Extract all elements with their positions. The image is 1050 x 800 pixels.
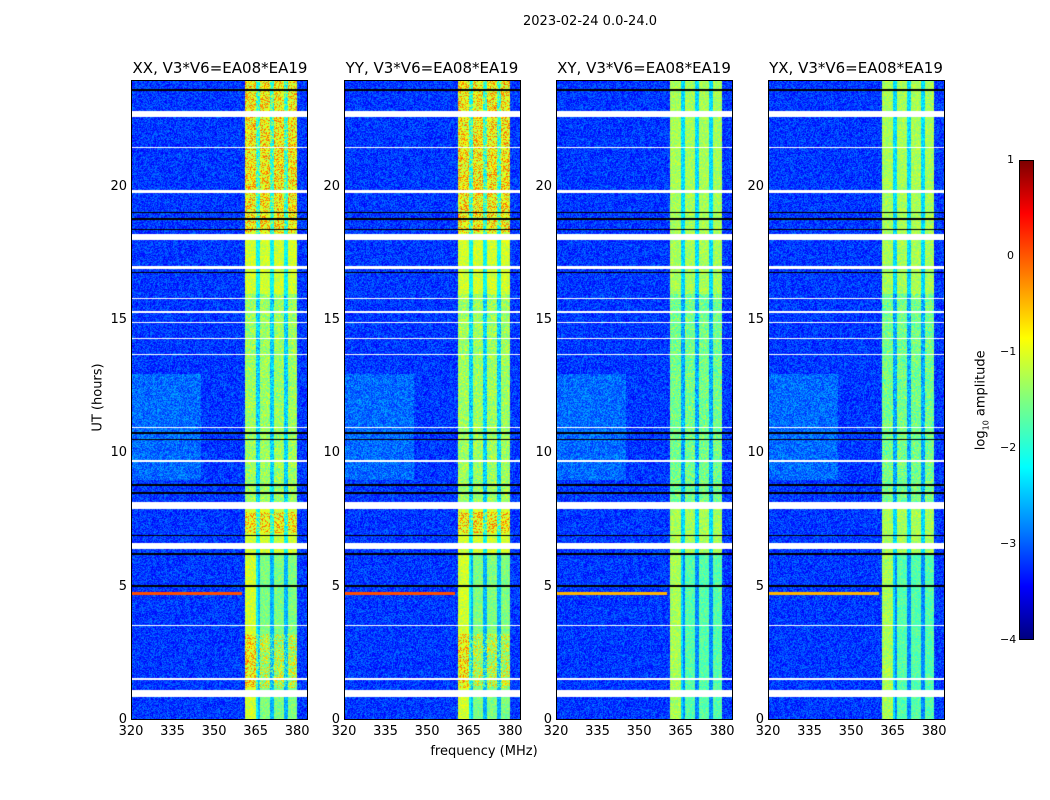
x-tick-label: 335 [585,724,610,739]
y-tick-label: 10 [323,445,340,461]
y-tick-label: 10 [535,445,552,461]
heatmap-panel-yy [344,80,521,720]
y-tick-label: 0 [755,712,764,727]
y-tick-label: 15 [747,311,764,327]
y-tick-label: 0 [331,712,340,727]
x-tick-label: 380 [284,724,310,739]
colorbar-label: log10 amplitude [973,350,991,451]
colorbar-tick: −4 [1000,633,1017,646]
heatmap-yy [345,81,520,719]
y-tick-label: 20 [535,178,552,194]
y-tick-label: 15 [535,311,552,327]
panel-title-xy: XY, V3*V6=EA08*EA19 [557,59,731,77]
panel-title-xx: XX, V3*V6=EA08*EA19 [132,59,308,77]
x-tick-label: 335 [797,724,822,739]
x-tick-label: 320 [755,724,781,739]
x-tick-label: 350 [414,724,440,739]
x-tick-label: 380 [709,724,735,739]
y-tick-label: 5 [118,578,127,594]
y-tick-label: 20 [323,178,340,194]
x-axis-label: frequency (MHz) [430,744,538,759]
x-tick-label: 320 [331,724,357,739]
heatmap-panel-xy [556,80,733,720]
x-tick-label: 335 [160,724,185,739]
x-tick-label: 335 [373,724,398,739]
panel-title-yy: YY, V3*V6=EA08*EA19 [345,59,519,77]
x-tick-label: 350 [626,724,652,739]
x-tick-label: 365 [668,724,694,739]
heatmap-yx [769,81,944,719]
y-axis-label: UT (hours) [90,363,106,432]
y-tick-label: 0 [543,712,552,727]
y-tick-label: 0 [118,712,127,727]
x-tick-label: 365 [880,724,906,739]
x-tick-label: 380 [497,724,523,739]
x-tick-label: 365 [243,724,269,739]
heatmap-xy [557,81,732,719]
y-tick-label: 20 [110,178,127,194]
panel-title-yx: YX, V3*V6=EA08*EA19 [769,59,943,77]
x-tick-label: 365 [456,724,482,739]
heatmap-panel-yx [768,80,945,720]
y-tick-label: 20 [747,178,764,194]
x-tick-label: 380 [921,724,947,739]
colorbar-tick: 1 [1007,153,1014,166]
y-tick-label: 5 [331,578,340,594]
y-tick-label: 5 [755,578,764,594]
x-tick-label: 350 [201,724,227,739]
colorbar-tick: 0 [1007,249,1014,262]
y-tick-label: 15 [110,311,127,327]
y-tick-label: 5 [543,578,552,594]
x-tick-label: 320 [543,724,569,739]
colorbar-tick: −3 [1000,537,1017,550]
figure-title: 2023-02-24 0.0-24.0 [523,14,657,29]
colorbar [1019,160,1034,640]
heatmap-panel-xx [131,80,308,720]
x-tick-label: 350 [838,724,864,739]
colorbar-tick: −2 [1000,441,1017,454]
x-tick-label: 320 [118,724,144,739]
colorbar-tick: −1 [1000,345,1017,358]
heatmap-xx [132,81,307,719]
y-tick-label: 10 [747,445,764,461]
y-tick-label: 10 [110,445,127,461]
y-tick-label: 15 [323,311,340,327]
